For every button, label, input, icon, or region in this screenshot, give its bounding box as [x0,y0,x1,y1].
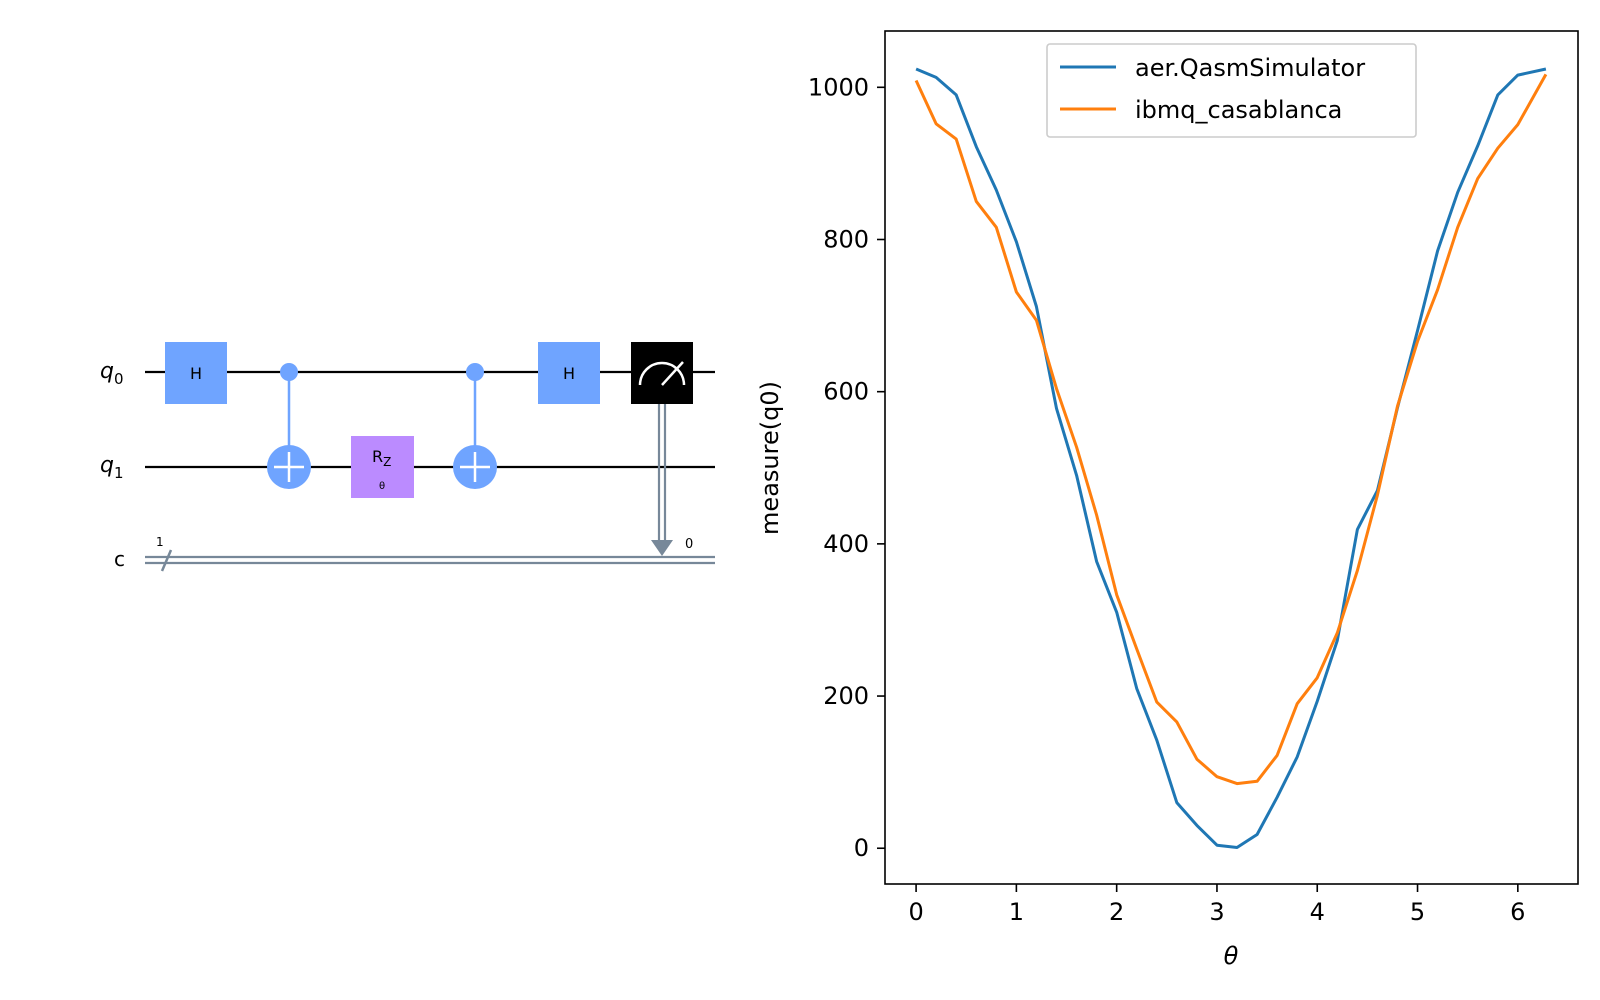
x-tick-label: 3 [1209,898,1224,926]
measure-gate [631,342,693,404]
y-tick-label: 1000 [808,73,869,101]
h-gate-2-label: H [563,364,575,383]
y-tick-label: 200 [823,682,869,710]
classical-width-label: 1 [156,535,164,549]
meter-needle [661,361,684,386]
meter-icon [638,361,686,386]
rz-gate-param: θ [379,481,385,492]
tick-layer: 0 1 2 3 4 5 6 0 200 400 600 800 1000 [808,73,1526,926]
h-gate-1 [165,342,227,404]
plot-frame [884,30,1579,885]
legend: aer.QasmSimulator ibmq_casablanca [1046,43,1417,138]
measure-arrow [651,540,673,556]
x-axis-label: θ [1224,942,1239,970]
quantum-circuit: q0 q1 c 1 H RZ θ H 0 [100,342,715,572]
h-gate-2 [538,342,600,404]
rz-gate [351,436,414,498]
q1-label: q1 [100,453,124,482]
legend-box [1046,43,1417,138]
y-tick-label: 800 [823,225,869,253]
y-axis-label: measure(q0) [756,381,784,535]
x-tick-label: 2 [1109,898,1124,926]
q0-label: q0 [100,359,124,388]
series-layer [914,67,1548,849]
classical-bit-label: 0 [685,537,693,552]
y-tick-label: 0 [854,834,869,862]
rz-gate-label: RZ [372,447,391,469]
x-tick-label: 6 [1510,898,1525,926]
legend-label-aer: aer.QasmSimulator [1135,54,1365,82]
line-chart: 0 1 2 3 4 5 6 0 200 400 600 800 1000 θ measure(q0) a… [756,30,1579,970]
x-tick-label: 1 [1009,898,1024,926]
x-tick-label: 0 [908,898,923,926]
c-label: c [114,547,125,571]
series-line-aer [915,67,1547,849]
series-line-ibmq [914,73,1548,786]
y-tick-label: 600 [823,378,869,406]
x-tick-label: 5 [1410,898,1425,926]
y-tick-label: 400 [823,530,869,558]
cnot-1-control-dot [280,363,298,381]
cnot-2-control-dot [466,363,484,381]
classical-bus-slash [160,549,173,572]
legend-label-ibmq: ibmq_casablanca [1135,96,1342,124]
x-tick-label: 4 [1310,898,1325,926]
h-gate-1-label: H [190,364,202,383]
